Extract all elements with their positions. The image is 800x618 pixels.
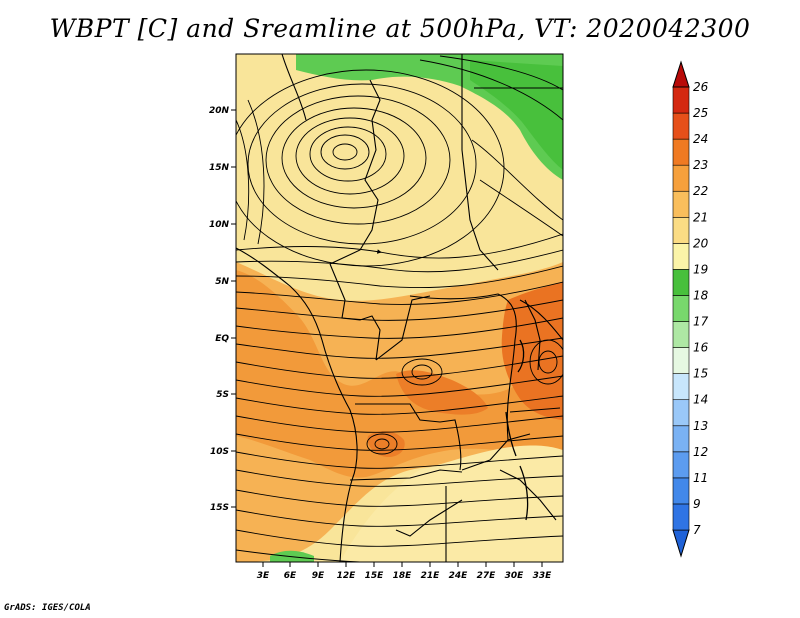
lon-label-21e: 21E [421, 571, 441, 581]
field-light-southeast [340, 445, 563, 562]
lat-label-10s: 10S [210, 447, 229, 457]
lakes [505, 339, 529, 521]
colorbar-segment [672, 347, 690, 374]
colorbar-label: 17 [693, 315, 709, 329]
map-title: WBPT [C] and Sreamline at 500hPa, VT: 20… [49, 14, 751, 43]
colorbar-segment [672, 243, 690, 270]
streamlines [236, 55, 563, 562]
colorbar-label: 19 [693, 262, 708, 276]
longitude-axis: 3E 6E 9E 12E 15E 18E 21E 24E 27E 30E 33E [257, 562, 552, 581]
colorbar-label: 16 [693, 341, 709, 355]
colorbar-segment [672, 451, 690, 479]
credit-text: GrADS: IGES/COLA [4, 603, 91, 613]
colorbar-segment [672, 164, 690, 192]
colorbar-label: 12 [693, 445, 708, 459]
colorbar: 7 9 11 12 13 14 15 16 17 18 19 20 21 22 23 24 25 26 [672, 60, 709, 558]
colorbar-segment [672, 399, 690, 427]
latitude-axis: 20N 15N 10N 5N EQ 5S 10S 15S [209, 106, 236, 513]
colorbar-segment [672, 112, 690, 140]
colorbar-segment [672, 477, 690, 505]
colorbar-segment [672, 295, 690, 322]
colorbar-segment [672, 529, 690, 558]
colorbar-segment [672, 86, 690, 114]
lon-label-3e: 3E [257, 571, 270, 581]
colorbar-label: 20 [693, 236, 709, 250]
lat-label-20n: 20N [209, 106, 230, 116]
colorbar-segment [672, 190, 690, 218]
colorbar-label: 9 [693, 497, 701, 511]
lat-label-15s: 15S [210, 503, 229, 513]
lon-label-27e: 27E [477, 571, 497, 581]
colorbar-segment [672, 321, 690, 348]
colorbar-segment [672, 425, 690, 453]
colorbar-label: 26 [693, 80, 709, 94]
colorbar-label: 21 [693, 210, 708, 224]
lon-label-30e: 30E [505, 571, 525, 581]
colorbar-segment [672, 216, 690, 244]
country-borders [236, 54, 563, 562]
map-panel [236, 54, 563, 562]
lat-label-eq: EQ [215, 334, 229, 344]
colorbar-segment [672, 373, 690, 401]
colorbar-label: 22 [693, 184, 708, 198]
lat-label-10n: 10N [209, 220, 230, 230]
colorbar-label: 7 [693, 523, 701, 537]
colorbar-label: 25 [693, 106, 708, 120]
lon-label-15e: 15E [365, 571, 385, 581]
colorbar-label: 15 [693, 367, 708, 381]
lon-label-9e: 9E [312, 571, 325, 581]
lat-label-5n: 5N [215, 277, 229, 287]
lon-label-24e: 24E [449, 571, 469, 581]
lon-label-33e: 33E [533, 571, 553, 581]
colorbar-label: 24 [693, 132, 708, 146]
colorbar-segment [672, 269, 690, 296]
colorbar-label: 11 [693, 471, 708, 485]
colorbar-label: 18 [693, 288, 709, 302]
lon-label-12e: 12E [337, 571, 357, 581]
colorbar-segment [672, 60, 690, 88]
colorbar-segment [672, 138, 690, 166]
colorbar-label: 13 [693, 419, 708, 433]
lat-label-15n: 15N [209, 163, 230, 173]
map-frame [235, 53, 564, 563]
lon-label-6e: 6E [284, 571, 297, 581]
colorbar-label: 23 [693, 158, 708, 172]
lon-label-18e: 18E [393, 571, 413, 581]
colorbar-label: 14 [693, 393, 708, 407]
lat-label-5s: 5S [216, 390, 229, 400]
colorbar-segment [672, 503, 690, 531]
